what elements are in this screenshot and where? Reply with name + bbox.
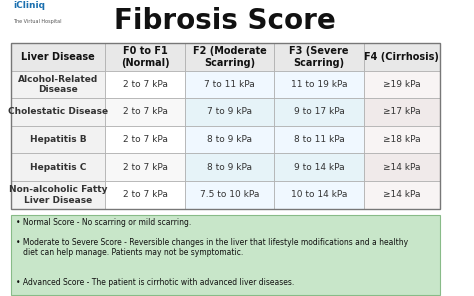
Text: Non-alcoholic Fatty
Liver Disease: Non-alcoholic Fatty Liver Disease bbox=[9, 185, 107, 205]
Text: 2 to 7 kPa: 2 to 7 kPa bbox=[123, 80, 167, 89]
Bar bbox=[105, 70, 185, 98]
Bar bbox=[105, 43, 185, 70]
Text: 2 to 7 kPa: 2 to 7 kPa bbox=[123, 107, 167, 117]
Text: 10 to 14 kPa: 10 to 14 kPa bbox=[291, 190, 347, 200]
Bar bbox=[105, 126, 185, 153]
Bar bbox=[11, 43, 105, 70]
Text: • Normal Score - No scarring or mild scarring.: • Normal Score - No scarring or mild sca… bbox=[16, 218, 191, 226]
Bar bbox=[11, 215, 440, 295]
Text: 11 to 19 kPa: 11 to 19 kPa bbox=[291, 80, 347, 89]
Text: • Advanced Score - The patient is cirrhotic with advanced liver diseases.: • Advanced Score - The patient is cirrho… bbox=[16, 278, 294, 287]
Text: Fibrosis Score: Fibrosis Score bbox=[113, 7, 335, 36]
Text: 2 to 7 kPa: 2 to 7 kPa bbox=[123, 135, 167, 144]
Bar bbox=[364, 126, 440, 153]
Bar bbox=[11, 126, 105, 153]
Bar bbox=[274, 126, 364, 153]
Text: Cholestatic Disease: Cholestatic Disease bbox=[8, 107, 108, 117]
Bar bbox=[185, 153, 274, 181]
Bar bbox=[185, 126, 274, 153]
Text: The Virtual Hospital: The Virtual Hospital bbox=[13, 19, 62, 24]
Text: iCliniq: iCliniq bbox=[13, 1, 46, 10]
Bar bbox=[274, 98, 364, 126]
Bar bbox=[364, 43, 440, 70]
Bar bbox=[274, 153, 364, 181]
Bar bbox=[185, 98, 274, 126]
Bar bbox=[11, 153, 105, 181]
Text: 9 to 14 kPa: 9 to 14 kPa bbox=[294, 163, 344, 172]
Bar bbox=[364, 181, 440, 209]
Bar bbox=[274, 70, 364, 98]
Text: ≥18 kPa: ≥18 kPa bbox=[383, 135, 420, 144]
Text: Alcohol-Related
Disease: Alcohol-Related Disease bbox=[18, 75, 98, 94]
Bar bbox=[364, 98, 440, 126]
Text: 2 to 7 kPa: 2 to 7 kPa bbox=[123, 163, 167, 172]
Text: • Moderate to Severe Score - Reversible changes in the liver that lifestyle modi: • Moderate to Severe Score - Reversible … bbox=[16, 238, 408, 257]
Bar bbox=[105, 153, 185, 181]
Bar bbox=[364, 70, 440, 98]
Bar bbox=[11, 98, 105, 126]
Bar bbox=[11, 181, 105, 209]
Text: 7 to 9 kPa: 7 to 9 kPa bbox=[207, 107, 252, 117]
Text: 8 to 9 kPa: 8 to 9 kPa bbox=[207, 135, 252, 144]
Text: F4 (Cirrhosis): F4 (Cirrhosis) bbox=[364, 52, 439, 62]
Text: ≥14 kPa: ≥14 kPa bbox=[383, 190, 420, 200]
Bar bbox=[185, 43, 274, 70]
Text: ≥17 kPa: ≥17 kPa bbox=[383, 107, 420, 117]
Bar bbox=[185, 70, 274, 98]
Text: 8 to 11 kPa: 8 to 11 kPa bbox=[293, 135, 345, 144]
Text: ≥14 kPa: ≥14 kPa bbox=[383, 163, 420, 172]
Bar bbox=[105, 181, 185, 209]
Bar bbox=[274, 181, 364, 209]
Text: Hepatitis B: Hepatitis B bbox=[30, 135, 86, 144]
Text: 7 to 11 kPa: 7 to 11 kPa bbox=[204, 80, 255, 89]
Text: 7.5 to 10 kPa: 7.5 to 10 kPa bbox=[200, 190, 259, 200]
Text: Liver Disease: Liver Disease bbox=[21, 52, 95, 62]
Bar bbox=[185, 181, 274, 209]
Text: F0 to F1
(Normal): F0 to F1 (Normal) bbox=[121, 46, 169, 67]
Bar bbox=[11, 43, 440, 209]
Bar bbox=[11, 70, 105, 98]
Text: Hepatitis C: Hepatitis C bbox=[30, 163, 86, 172]
Text: 2 to 7 kPa: 2 to 7 kPa bbox=[123, 190, 167, 200]
Bar bbox=[105, 98, 185, 126]
Text: F3 (Severe
Scarring): F3 (Severe Scarring) bbox=[289, 46, 349, 67]
Bar bbox=[364, 153, 440, 181]
Text: F2 (Moderate
Scarring): F2 (Moderate Scarring) bbox=[193, 46, 267, 67]
Text: 8 to 9 kPa: 8 to 9 kPa bbox=[207, 163, 252, 172]
Bar bbox=[274, 43, 364, 70]
Text: ≥19 kPa: ≥19 kPa bbox=[383, 80, 420, 89]
Text: 9 to 17 kPa: 9 to 17 kPa bbox=[293, 107, 345, 117]
